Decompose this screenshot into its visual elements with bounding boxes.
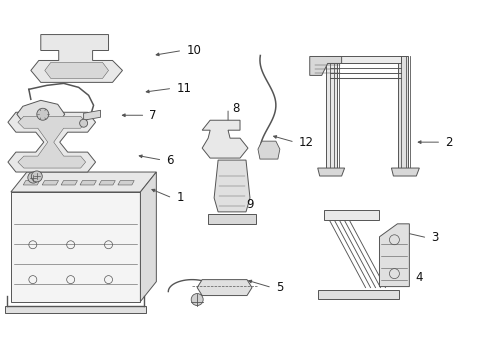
Text: 9: 9 <box>246 198 253 211</box>
Polygon shape <box>208 214 256 224</box>
Circle shape <box>80 119 88 127</box>
Polygon shape <box>326 57 337 168</box>
Polygon shape <box>118 181 134 185</box>
Polygon shape <box>18 116 86 168</box>
Polygon shape <box>318 289 399 298</box>
Text: 7: 7 <box>149 109 157 122</box>
Polygon shape <box>202 120 248 158</box>
Circle shape <box>31 171 42 182</box>
Polygon shape <box>258 141 280 159</box>
Circle shape <box>191 293 203 306</box>
Circle shape <box>28 172 39 183</box>
Polygon shape <box>61 181 77 185</box>
Polygon shape <box>398 57 408 168</box>
Polygon shape <box>84 110 100 120</box>
Polygon shape <box>214 160 250 212</box>
Text: 11: 11 <box>176 82 191 95</box>
Text: 1: 1 <box>176 192 184 204</box>
Polygon shape <box>31 35 122 82</box>
Polygon shape <box>324 210 379 220</box>
Polygon shape <box>318 168 344 176</box>
Text: 12: 12 <box>299 136 314 149</box>
Polygon shape <box>197 280 252 296</box>
Polygon shape <box>80 181 97 185</box>
Polygon shape <box>42 181 58 185</box>
Polygon shape <box>5 306 147 314</box>
Text: 2: 2 <box>445 136 453 149</box>
Polygon shape <box>17 100 65 128</box>
Text: 10: 10 <box>186 44 201 57</box>
Polygon shape <box>45 62 108 78</box>
Polygon shape <box>11 172 156 192</box>
Text: 5: 5 <box>276 281 283 294</box>
Polygon shape <box>141 172 156 302</box>
Polygon shape <box>8 112 96 172</box>
Polygon shape <box>392 168 419 176</box>
Polygon shape <box>330 57 401 63</box>
Text: 4: 4 <box>416 271 423 284</box>
Polygon shape <box>379 224 409 287</box>
Text: 8: 8 <box>232 102 240 115</box>
Polygon shape <box>11 192 141 302</box>
Polygon shape <box>310 57 342 75</box>
Polygon shape <box>99 181 115 185</box>
Circle shape <box>37 108 49 120</box>
Text: 6: 6 <box>166 154 174 167</box>
Polygon shape <box>23 181 40 185</box>
Text: 3: 3 <box>431 231 439 244</box>
